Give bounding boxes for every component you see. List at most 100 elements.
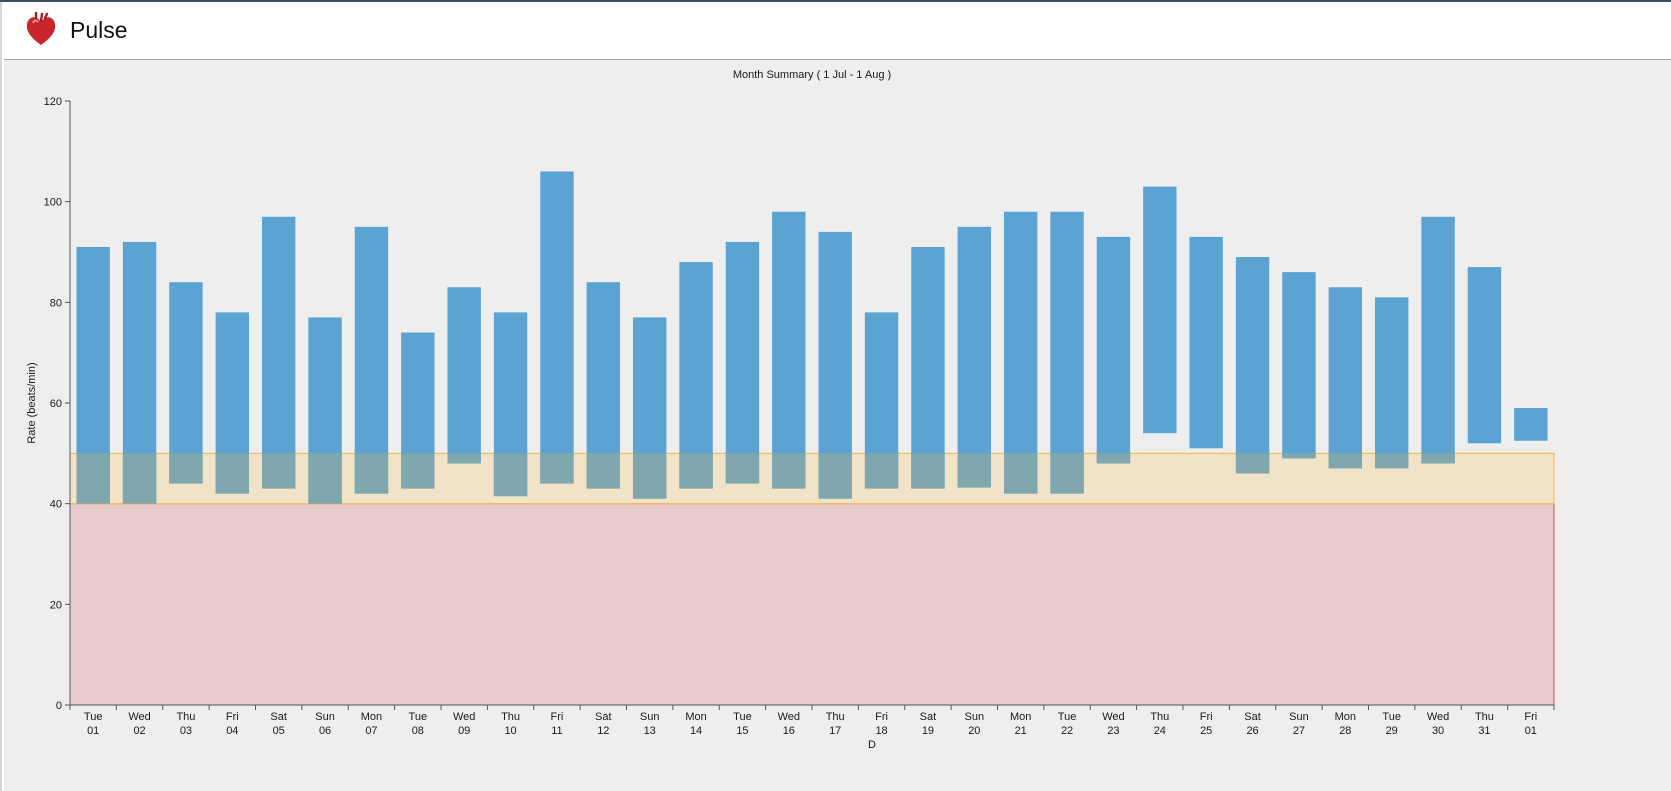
x-tick-label-day: Thu [176, 711, 195, 723]
x-tick-label-day: Sat [270, 711, 287, 723]
x-tick-label-date: 06 [319, 725, 331, 737]
x-tick-label-date: 17 [829, 725, 841, 737]
x-tick-label-date: 07 [365, 725, 377, 737]
y-tick-label: 0 [56, 700, 62, 712]
band-low [69, 503, 1555, 706]
chart-panel: Month Summary ( 1 Jul - 1 Aug ) Rate (bea… [4, 60, 1671, 791]
heart-icon [26, 12, 56, 45]
bar-band-overlap [725, 453, 760, 484]
x-tick-label-date: 19 [922, 725, 934, 737]
bar-band-overlap [1096, 453, 1131, 464]
bar-band-overlap [1003, 453, 1038, 494]
x-tick-label-day: Wed [1102, 711, 1124, 723]
y-tick-label: 80 [50, 297, 62, 309]
bar-band-overlap [76, 453, 110, 504]
x-tick-label-date: 20 [968, 725, 980, 737]
bar [911, 246, 945, 489]
x-tick-label-date: 16 [783, 725, 795, 737]
x-tick-label-day: Sun [315, 711, 335, 723]
x-tick-label-day: Thu [826, 711, 845, 723]
x-tick-label-day: Tue [1058, 711, 1077, 723]
bar-band-overlap [215, 453, 250, 494]
app-title: Pulse [70, 17, 128, 43]
bar-band-overlap [818, 453, 852, 499]
x-tick-label-day: Sun [640, 711, 660, 723]
x-tick-label-date: 14 [690, 725, 702, 737]
x-tick-label-date: 03 [180, 725, 192, 737]
bar-band-overlap [401, 453, 435, 489]
bar [1003, 211, 1038, 494]
bar [1096, 236, 1131, 464]
bar [1189, 236, 1223, 449]
y-tick-label: 40 [50, 499, 62, 511]
x-tick-label-day: Wed [128, 711, 150, 723]
bar-band-overlap [864, 453, 899, 489]
x-tick-label-date: 05 [273, 725, 285, 737]
bar-band-overlap [493, 453, 528, 497]
x-tick-label-day: Fri [226, 711, 239, 723]
bar-band-overlap [447, 453, 481, 464]
bar-band-overlap [911, 453, 945, 489]
bar [1328, 287, 1363, 469]
x-tick-label-day: Sun [965, 711, 985, 723]
x-tick-label-day: Thu [501, 711, 520, 723]
x-tick-label-day: Wed [1427, 711, 1449, 723]
bar-band-overlap [772, 453, 806, 489]
x-tick-label-day: Mon [1010, 711, 1031, 723]
x-tick-label-date: 31 [1478, 725, 1490, 737]
bar [1467, 267, 1502, 444]
bar [261, 216, 296, 489]
x-tick-label-date: 18 [875, 725, 887, 737]
bar-band-overlap [354, 453, 389, 494]
x-tick-label-day: Mon [685, 711, 706, 723]
bar [957, 226, 992, 488]
y-tick-label: 100 [44, 197, 62, 209]
bar [1421, 216, 1455, 464]
x-tick-label-date: 29 [1386, 725, 1398, 737]
bar [540, 171, 574, 484]
bar [1514, 408, 1548, 441]
chart-title: Month Summary ( 1 Jul - 1 Aug ) [733, 69, 891, 81]
y-tick-label: 20 [50, 599, 62, 611]
x-tick-label-date: 13 [644, 725, 656, 737]
bar [447, 287, 481, 464]
x-tick-label-date: 28 [1339, 725, 1351, 737]
y-tick-label: 120 [44, 96, 62, 108]
x-tick-label-day: Fri [1200, 711, 1213, 723]
x-tick-label-date: 22 [1061, 725, 1073, 737]
x-tick-label-day: Thu [1150, 711, 1169, 723]
bar [1282, 272, 1316, 459]
bar-band-overlap [1282, 453, 1316, 459]
bar-band-overlap [540, 453, 574, 484]
bar-band-overlap [957, 453, 992, 488]
bar-band-overlap [169, 453, 203, 484]
x-tick-label-date: 11 [551, 725, 562, 737]
x-tick-label-date: 27 [1293, 725, 1305, 737]
x-tick-label-day: Tue [409, 711, 428, 723]
x-tick-label-date: 04 [226, 725, 238, 737]
bar-band-overlap [586, 453, 621, 489]
x-tick-label-day: Fri [1524, 711, 1537, 723]
x-tick-label-date: 08 [412, 725, 424, 737]
x-tick-label-day: Fri [551, 711, 564, 723]
x-tick-label-day: Tue [733, 711, 752, 723]
bar [772, 211, 806, 489]
bar-band-overlap [1374, 453, 1409, 469]
x-tick-label-date: 23 [1107, 725, 1119, 737]
x-tick-label-date: 26 [1246, 725, 1258, 737]
y-tick-label: 60 [50, 398, 62, 410]
bar-band-overlap [308, 453, 342, 504]
y-axis-label: Rate (beats/min) [26, 362, 38, 443]
x-tick-label-day: Wed [453, 711, 475, 723]
x-tick-label-date: 25 [1200, 725, 1212, 737]
x-tick-label-date: 12 [597, 725, 609, 737]
x-tick-label-day: Sun [1289, 711, 1309, 723]
x-axis-label: D [868, 739, 876, 751]
x-tick-label-day: Mon [361, 711, 382, 723]
app-header: Pulse [4, 2, 1671, 60]
x-tick-label-date: 15 [736, 725, 748, 737]
bar [1050, 211, 1084, 494]
bar [354, 226, 389, 494]
bar [725, 241, 760, 484]
x-tick-label-day: Wed [778, 711, 800, 723]
